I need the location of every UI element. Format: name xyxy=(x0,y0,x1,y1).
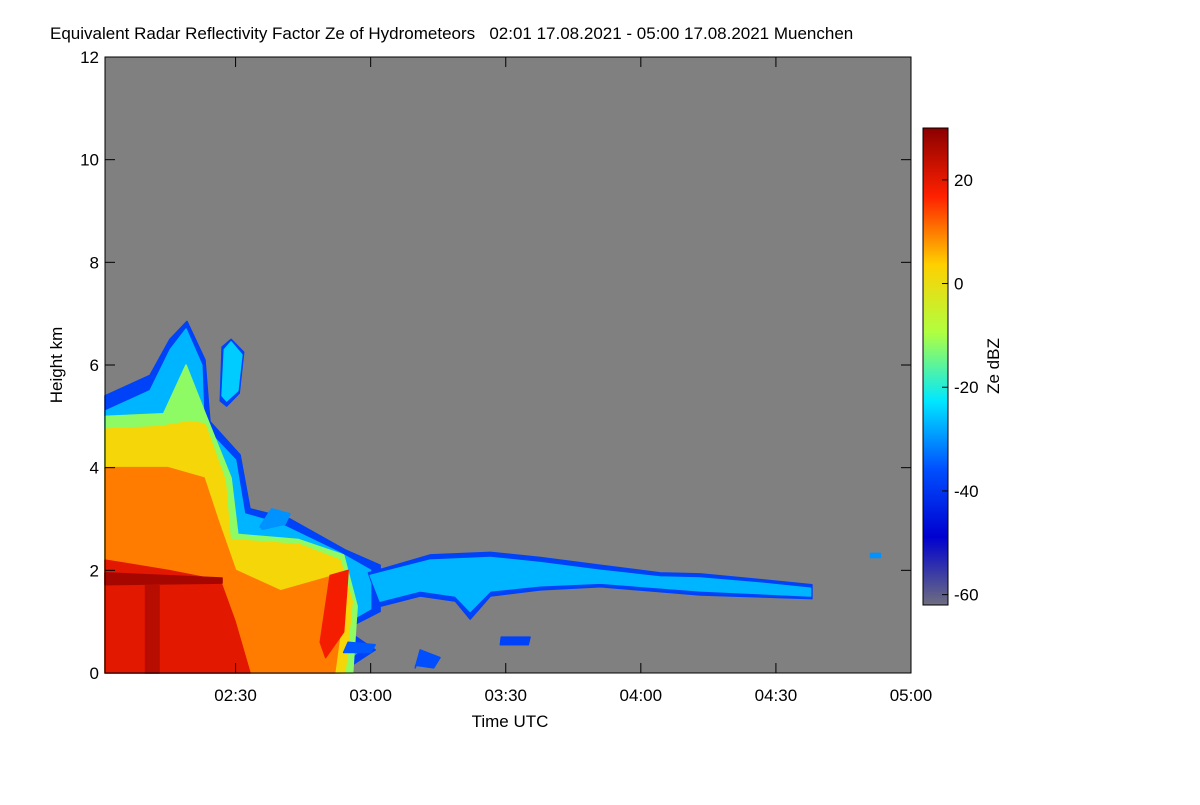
y-tick-label: 2 xyxy=(90,561,99,580)
colorbar-tick-label: -40 xyxy=(954,482,979,501)
colorbar-tick-label: 20 xyxy=(954,171,973,190)
x-tick-label: 03:00 xyxy=(349,686,392,705)
reflectivity-region xyxy=(369,556,812,613)
plot-area xyxy=(104,57,911,674)
reflectivity-region xyxy=(342,641,376,654)
x-tick-label: 04:00 xyxy=(620,686,663,705)
reflectivity-region xyxy=(499,636,531,646)
x-tick-label: 04:30 xyxy=(755,686,798,705)
reflectivity-region xyxy=(869,552,882,559)
reflectivity-region xyxy=(414,649,441,669)
chart-title: Equivalent Radar Reflectivity Factor Ze … xyxy=(50,24,853,43)
y-tick-label: 0 xyxy=(90,664,99,683)
colorbar xyxy=(922,127,949,606)
y-tick-label: 6 xyxy=(90,356,99,375)
y-axis-label: Height km xyxy=(47,327,66,404)
x-tick-label: 02:30 xyxy=(214,686,257,705)
colorbar-tick-label: 0 xyxy=(954,275,963,294)
y-tick-label: 4 xyxy=(90,459,99,478)
x-axis-label: Time UTC xyxy=(472,712,549,731)
reflectivity-region xyxy=(319,569,349,659)
y-tick-label: 10 xyxy=(80,151,99,170)
reflectivity-region xyxy=(221,341,243,402)
reflectivity-region xyxy=(259,507,291,531)
colorbar-label: Ze dBZ xyxy=(984,338,1003,394)
colorbar-tick-label: -60 xyxy=(954,586,979,605)
y-tick-label: 12 xyxy=(80,48,99,67)
x-tick-label: 03:30 xyxy=(484,686,527,705)
colorbar-tick-label: -20 xyxy=(954,378,979,397)
x-tick-label: 05:00 xyxy=(890,686,933,705)
reflectivity-region xyxy=(144,584,160,674)
y-tick-label: 8 xyxy=(90,253,99,272)
